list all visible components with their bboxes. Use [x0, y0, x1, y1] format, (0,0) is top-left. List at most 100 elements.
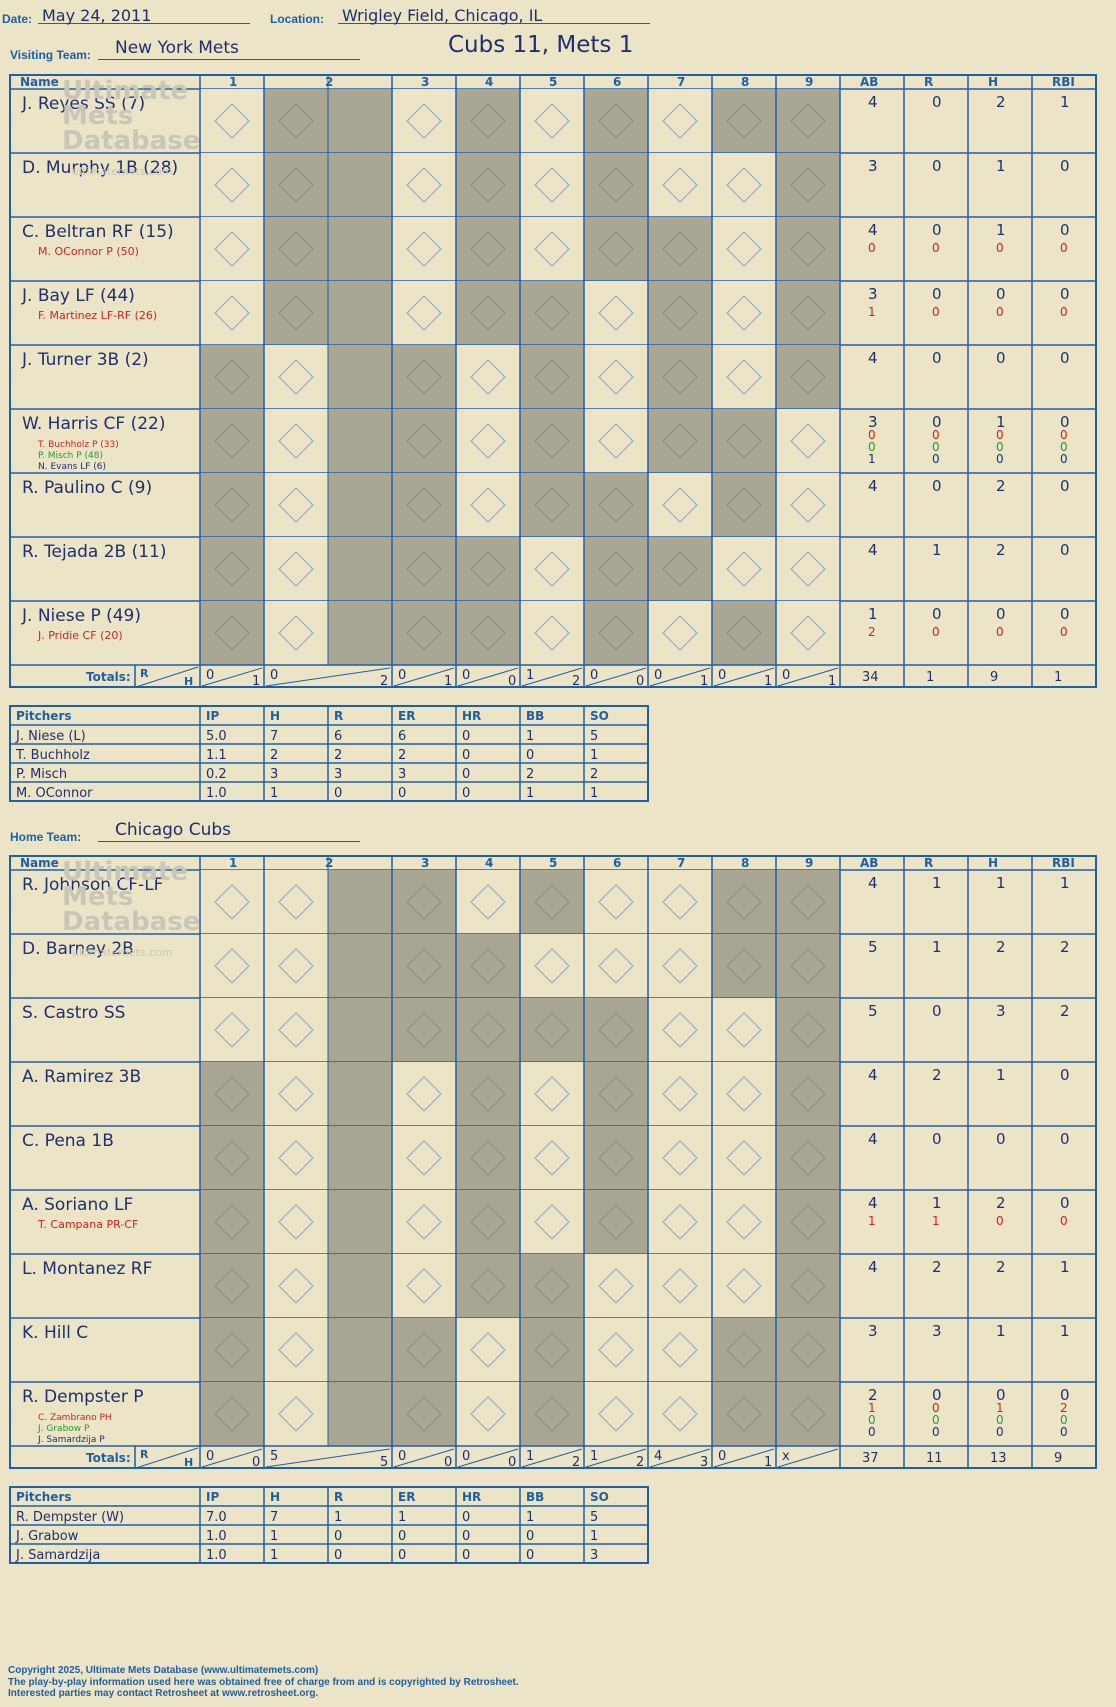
base-diamond [534, 487, 570, 523]
base-diamond [790, 1140, 826, 1176]
inning-cell [584, 217, 648, 281]
batting-stat: 1 [868, 1214, 876, 1228]
substitute-name: T. Buchholz P (33) [37, 440, 119, 450]
inning-cell [392, 537, 456, 601]
base-diamond [470, 884, 506, 920]
inning-runs: x [782, 1449, 790, 1464]
stat-total: 9 [1054, 1451, 1062, 1466]
batting-stat: 0 [996, 428, 1004, 442]
totals-r-label: R [140, 1448, 149, 1461]
base-diamond [214, 551, 250, 587]
batting-stat: 0 [1060, 241, 1068, 255]
base-diamond [214, 1076, 250, 1112]
base-diamond [406, 1076, 442, 1112]
pitching-stat: 0 [462, 1510, 470, 1525]
inning-cell [264, 1190, 328, 1254]
inning-spacer [328, 998, 392, 1062]
column-header-name: Name [20, 856, 59, 870]
inning-cell [712, 537, 776, 601]
totals-diagonal [201, 667, 263, 687]
inning-cell [200, 217, 264, 281]
pitching-stat: M. OConnor [16, 786, 93, 801]
base-diamond [726, 231, 762, 267]
inning-cell [200, 1062, 264, 1126]
batting-stat: 0 [1060, 1130, 1070, 1148]
player-name: A. Ramirez 3B [22, 1067, 141, 1087]
inning-cell [712, 217, 776, 281]
inning-cell [392, 1254, 456, 1318]
batting-stat: 0 [996, 440, 1004, 454]
batting-stat: 0 [932, 452, 940, 466]
column-header-stat: H [988, 75, 998, 89]
base-diamond [278, 167, 314, 203]
inning-cell [584, 998, 648, 1062]
batting-stat: 0 [996, 1130, 1006, 1148]
base-diamond [726, 423, 762, 459]
inning-spacer [328, 1190, 392, 1254]
inning-cell [712, 870, 776, 934]
batting-stat: 0 [996, 605, 1006, 623]
inning-cell [648, 1126, 712, 1190]
base-diamond [214, 1332, 250, 1368]
inning-hits: 2 [380, 674, 388, 689]
inning-cell [648, 345, 712, 409]
batting-stat: 4 [868, 874, 878, 892]
inning-cell [776, 345, 840, 409]
base-diamond [726, 948, 762, 984]
inning-spacer [328, 934, 392, 998]
batting-stat: 0 [1060, 452, 1068, 466]
inning-cell [712, 934, 776, 998]
base-diamond [662, 948, 698, 984]
batting-stat: 4 [868, 1194, 878, 1212]
base-diamond [726, 1204, 762, 1240]
base-diamond [726, 359, 762, 395]
totals-diagonal [649, 1448, 711, 1468]
base-diamond [726, 1076, 762, 1112]
batting-stat: 2 [996, 1194, 1006, 1212]
batting-stat: 0 [996, 349, 1006, 367]
substitute-name: P. Misch P (48) [38, 451, 103, 461]
inning-runs: 0 [718, 1449, 726, 1464]
base-diamond [790, 615, 826, 651]
base-diamond [534, 167, 570, 203]
base-diamond [534, 948, 570, 984]
inning-cell [520, 1062, 584, 1126]
player-name: K. Hill C [22, 1323, 88, 1343]
base-diamond [406, 167, 442, 203]
base-diamond [790, 359, 826, 395]
inning-cell [712, 1254, 776, 1318]
column-header-inning: 5 [549, 75, 557, 89]
batting-stat: 3 [868, 413, 878, 431]
batting-stat: 0 [996, 1425, 1004, 1439]
inning-cell [200, 1190, 264, 1254]
inning-runs: 1 [590, 1449, 598, 1464]
stat-total: 34 [862, 670, 879, 685]
base-diamond [406, 423, 442, 459]
batting-stat: 1 [1060, 874, 1070, 892]
inning-runs: 0 [462, 1449, 470, 1464]
batting-stat: 0 [1060, 1413, 1068, 1427]
inning-cell [392, 153, 456, 217]
inning-cell [776, 1382, 840, 1446]
base-diamond [790, 423, 826, 459]
base-diamond [662, 1268, 698, 1304]
inning-cell [648, 1190, 712, 1254]
inning-cell [520, 1382, 584, 1446]
inning-cell [712, 998, 776, 1062]
base-diamond [470, 1332, 506, 1368]
batting-stat: 0 [1060, 428, 1068, 442]
batting-stat: 1 [932, 1214, 940, 1228]
batting-stat: 1 [932, 874, 942, 892]
inning-cell [776, 1190, 840, 1254]
batting-stat: 2 [996, 938, 1006, 956]
inning-cell [456, 1062, 520, 1126]
base-diamond [470, 1140, 506, 1176]
inning-cell [392, 1382, 456, 1446]
footer-contact: Interested parties may contact Retroshee… [8, 1688, 319, 1699]
base-diamond [726, 884, 762, 920]
base-diamond [534, 231, 570, 267]
pitching-stat: 2 [526, 767, 534, 782]
inning-runs: 0 [206, 668, 214, 683]
column-header-inning: 9 [805, 75, 813, 89]
inning-cell [200, 1318, 264, 1382]
